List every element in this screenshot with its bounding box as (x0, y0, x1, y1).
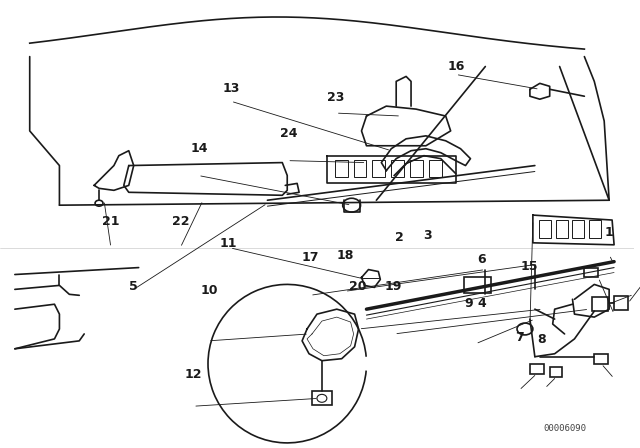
Bar (372, 159, 385, 177)
Text: 8: 8 (538, 333, 547, 346)
Text: 3: 3 (424, 228, 432, 241)
Bar (573, 220, 584, 238)
Bar (556, 220, 568, 238)
Text: 10: 10 (200, 284, 218, 297)
Bar (584, 267, 598, 277)
Text: 9: 9 (465, 297, 474, 310)
Bar (550, 366, 561, 376)
Text: 20: 20 (349, 280, 367, 293)
Bar (391, 159, 404, 177)
Bar (592, 297, 608, 311)
Text: 24: 24 (280, 126, 297, 139)
Text: 19: 19 (385, 280, 402, 293)
Text: 00006090: 00006090 (543, 423, 586, 432)
Bar (410, 159, 423, 177)
Text: 1: 1 (604, 226, 613, 239)
Text: 5: 5 (129, 280, 138, 293)
Bar (335, 159, 348, 177)
Text: 15: 15 (520, 260, 538, 273)
Text: 22: 22 (172, 215, 189, 228)
Text: 7: 7 (515, 331, 524, 344)
Text: 13: 13 (223, 82, 240, 95)
Text: 2: 2 (395, 231, 404, 244)
Text: 18: 18 (337, 249, 354, 262)
Text: 6: 6 (477, 253, 486, 266)
Text: 23: 23 (327, 91, 345, 104)
Text: 12: 12 (184, 368, 202, 381)
Text: 4: 4 (477, 297, 486, 310)
Text: 16: 16 (448, 60, 465, 73)
Text: 14: 14 (191, 142, 209, 155)
Bar (312, 392, 332, 405)
Bar (595, 354, 608, 364)
Bar (539, 220, 550, 238)
Bar (589, 220, 601, 238)
Bar (353, 159, 367, 177)
Bar (429, 159, 442, 177)
Bar (614, 296, 628, 310)
Bar (530, 364, 544, 374)
Text: 11: 11 (220, 237, 237, 250)
Text: 21: 21 (102, 215, 120, 228)
Text: 17: 17 (302, 251, 319, 264)
Bar (463, 277, 492, 293)
